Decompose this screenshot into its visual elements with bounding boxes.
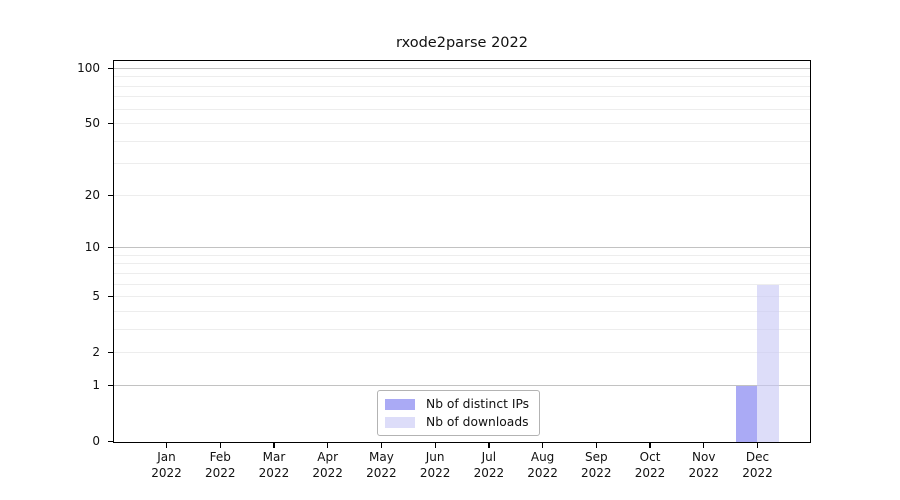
legend-item-distinct-ips: Nb of distinct IPs <box>385 397 529 411</box>
x-tick-label: Jan 2022 <box>131 450 203 481</box>
y-tick <box>108 247 113 249</box>
x-tick-label: Jul 2022 <box>453 450 525 481</box>
legend-label-distinct-ips: Nb of distinct IPs <box>426 397 530 411</box>
chart-title: rxode2parse 2022 <box>396 35 528 51</box>
x-tick-label-month: Jul <box>481 450 497 464</box>
x-tick-label: Jun 2022 <box>399 450 471 481</box>
y-tick-label: 5 <box>92 289 100 304</box>
gridline-minor <box>114 328 810 330</box>
x-tick <box>703 443 705 448</box>
x-tick-label-year: 2022 <box>151 465 182 480</box>
x-tick-label: Oct 2022 <box>614 450 686 481</box>
x-tick <box>380 443 383 448</box>
x-tick-label-year: 2022 <box>634 465 666 480</box>
x-tick-label: Sep 2022 <box>560 450 632 481</box>
y-tick <box>108 67 113 70</box>
x-tick-label-month: Feb <box>209 450 231 464</box>
x-tick-label-year: 2022 <box>688 465 720 480</box>
x-tick-label: Nov 2022 <box>668 450 740 481</box>
gridline-minor <box>114 263 810 265</box>
x-tick <box>756 443 759 448</box>
plot-area: Nb of distinct IPs Nb of downloads <box>113 60 811 443</box>
x-tick-label: May 2022 <box>345 450 417 481</box>
x-tick-label: Aug 2022 <box>507 450 579 481</box>
x-tick-label-month: Oct <box>639 450 661 464</box>
bar-downloads <box>757 284 779 442</box>
gridline-major <box>114 247 810 249</box>
y-tick <box>108 352 113 354</box>
gridline-minor <box>114 352 810 354</box>
y-tick <box>108 296 113 298</box>
y-tick-label: 0 <box>92 434 100 448</box>
y-tick-label: 20 <box>84 187 100 202</box>
x-tick-label: Apr 2022 <box>292 450 364 481</box>
x-tick <box>273 443 275 448</box>
gridline-minor <box>114 296 810 298</box>
y-tick <box>108 440 113 443</box>
x-tick-label-month: Mar <box>262 450 286 464</box>
gridline-minor <box>114 76 810 78</box>
x-tick-label-year: 2022 <box>742 465 773 480</box>
x-tick-label-year: 2022 <box>366 465 397 480</box>
legend-item-downloads: Nb of downloads <box>385 415 529 429</box>
gridline-minor <box>114 96 810 98</box>
legend: Nb of distinct IPs Nb of downloads <box>377 390 541 436</box>
gridline-major <box>114 384 810 386</box>
x-tick-label-year: 2022 <box>204 465 236 480</box>
legend-swatch-downloads <box>385 416 415 428</box>
x-tick-label-year: 2022 <box>527 465 558 480</box>
x-tick-label-month: Sep <box>585 450 608 464</box>
x-tick-label-month: Jan <box>157 450 176 464</box>
y-tick <box>108 123 113 125</box>
gridline-minor <box>114 108 810 110</box>
x-tick-label-year: 2022 <box>258 465 290 480</box>
x-tick <box>595 443 597 448</box>
legend-label-downloads: Nb of downloads <box>426 415 529 429</box>
x-tick-label: Dec 2022 <box>722 450 794 481</box>
gridline-minor <box>114 123 810 125</box>
x-tick <box>541 443 544 448</box>
gridline-minor <box>114 283 810 285</box>
x-tick <box>165 443 168 448</box>
x-tick-label-year: 2022 <box>312 465 343 480</box>
x-tick-label-year: 2022 <box>419 465 451 480</box>
x-tick-label-month: Dec <box>745 450 770 464</box>
x-tick-label: Feb 2022 <box>184 450 256 481</box>
x-tick-label-month: Nov <box>692 450 716 464</box>
gridline-minor <box>114 310 810 312</box>
gridline-minor <box>114 85 810 87</box>
gridline-minor <box>114 194 810 196</box>
x-tick-label-month: May <box>369 450 394 464</box>
x-tick-label-month: Apr <box>317 450 339 464</box>
gridline-minor <box>114 163 810 165</box>
gridline-minor <box>114 254 810 256</box>
legend-swatch-distinct-ips <box>385 398 415 410</box>
y-tick-label: 100 <box>77 61 100 75</box>
x-tick-label-month: Aug <box>530 450 555 464</box>
gridline-minor <box>114 140 810 142</box>
gridline-major <box>114 68 810 69</box>
x-tick-label-month: Jun <box>425 450 445 464</box>
y-tick-label: 1 <box>92 377 100 392</box>
x-tick <box>488 443 490 448</box>
y-tick <box>108 194 113 197</box>
y-tick-label: 10 <box>84 240 100 255</box>
y-tick-label: 2 <box>92 345 100 360</box>
x-tick-label: Mar 2022 <box>238 450 310 481</box>
bar-distinct-ips <box>735 385 757 442</box>
x-tick <box>649 443 651 448</box>
x-tick-label-year: 2022 <box>473 465 505 480</box>
x-tick <box>434 443 436 448</box>
x-tick <box>219 443 221 448</box>
y-tick <box>108 384 113 387</box>
x-tick-label-year: 2022 <box>581 465 612 480</box>
y-tick-label: 50 <box>84 116 100 131</box>
x-tick <box>327 443 329 448</box>
gridline-minor <box>114 272 810 274</box>
